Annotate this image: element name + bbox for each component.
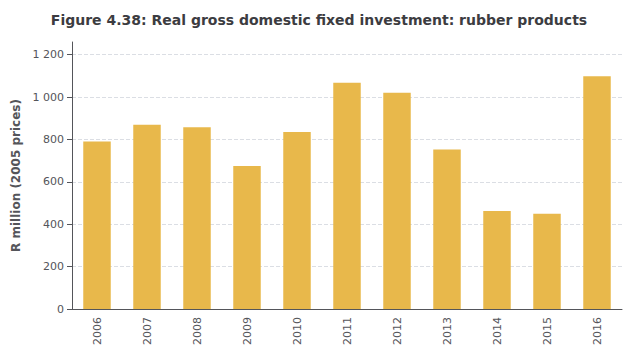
svg-text:200: 200 xyxy=(43,260,64,273)
svg-text:Figure 4.38: Real gross domest: Figure 4.38: Real gross domestic fixed i… xyxy=(51,12,587,28)
svg-text:2011: 2011 xyxy=(341,317,354,345)
svg-text:1 000: 1 000 xyxy=(33,91,65,104)
svg-text:2015: 2015 xyxy=(541,317,554,345)
svg-text:2009: 2009 xyxy=(241,317,254,345)
svg-text:2014: 2014 xyxy=(491,317,504,345)
svg-text:R million (2005 prices): R million (2005 prices) xyxy=(9,99,23,252)
svg-text:2013: 2013 xyxy=(441,317,454,345)
svg-text:2006: 2006 xyxy=(91,317,104,345)
svg-text:2008: 2008 xyxy=(191,317,204,345)
svg-text:2016: 2016 xyxy=(591,317,604,345)
svg-text:600: 600 xyxy=(43,175,64,188)
svg-text:800: 800 xyxy=(43,133,64,146)
svg-text:2012: 2012 xyxy=(391,317,404,345)
svg-text:2007: 2007 xyxy=(141,317,154,345)
svg-text:0: 0 xyxy=(57,303,64,316)
svg-text:2010: 2010 xyxy=(291,317,304,345)
svg-text:1 200: 1 200 xyxy=(33,48,65,61)
svg-text:400: 400 xyxy=(43,218,64,231)
